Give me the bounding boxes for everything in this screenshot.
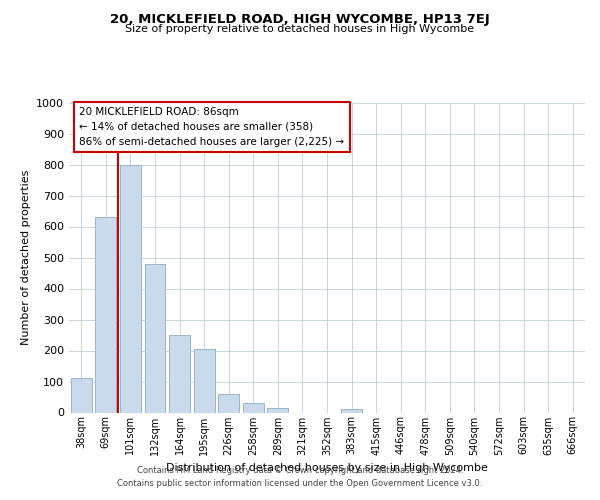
Text: Contains HM Land Registry data © Crown copyright and database right 2024.
Contai: Contains HM Land Registry data © Crown c… (118, 466, 482, 487)
X-axis label: Distribution of detached houses by size in High Wycombe: Distribution of detached houses by size … (166, 463, 488, 473)
Bar (243, 403, 264, 412)
Text: 20, MICKLEFIELD ROAD, HIGH WYCOMBE, HP13 7EJ: 20, MICKLEFIELD ROAD, HIGH WYCOMBE, HP13… (110, 12, 490, 26)
Bar (268, 408, 289, 412)
Text: Size of property relative to detached houses in High Wycombe: Size of property relative to detached ho… (125, 24, 475, 34)
Bar (120, 164, 141, 412)
Bar (194, 349, 215, 412)
Y-axis label: Number of detached properties: Number of detached properties (20, 170, 31, 345)
Bar (218, 394, 239, 412)
Bar (145, 264, 166, 412)
Text: 20 MICKLEFIELD ROAD: 86sqm
← 14% of detached houses are smaller (358)
86% of sem: 20 MICKLEFIELD ROAD: 86sqm ← 14% of deta… (79, 107, 344, 147)
Bar (71, 378, 92, 412)
Bar (169, 335, 190, 412)
Bar (95, 217, 116, 412)
Bar (341, 410, 362, 412)
